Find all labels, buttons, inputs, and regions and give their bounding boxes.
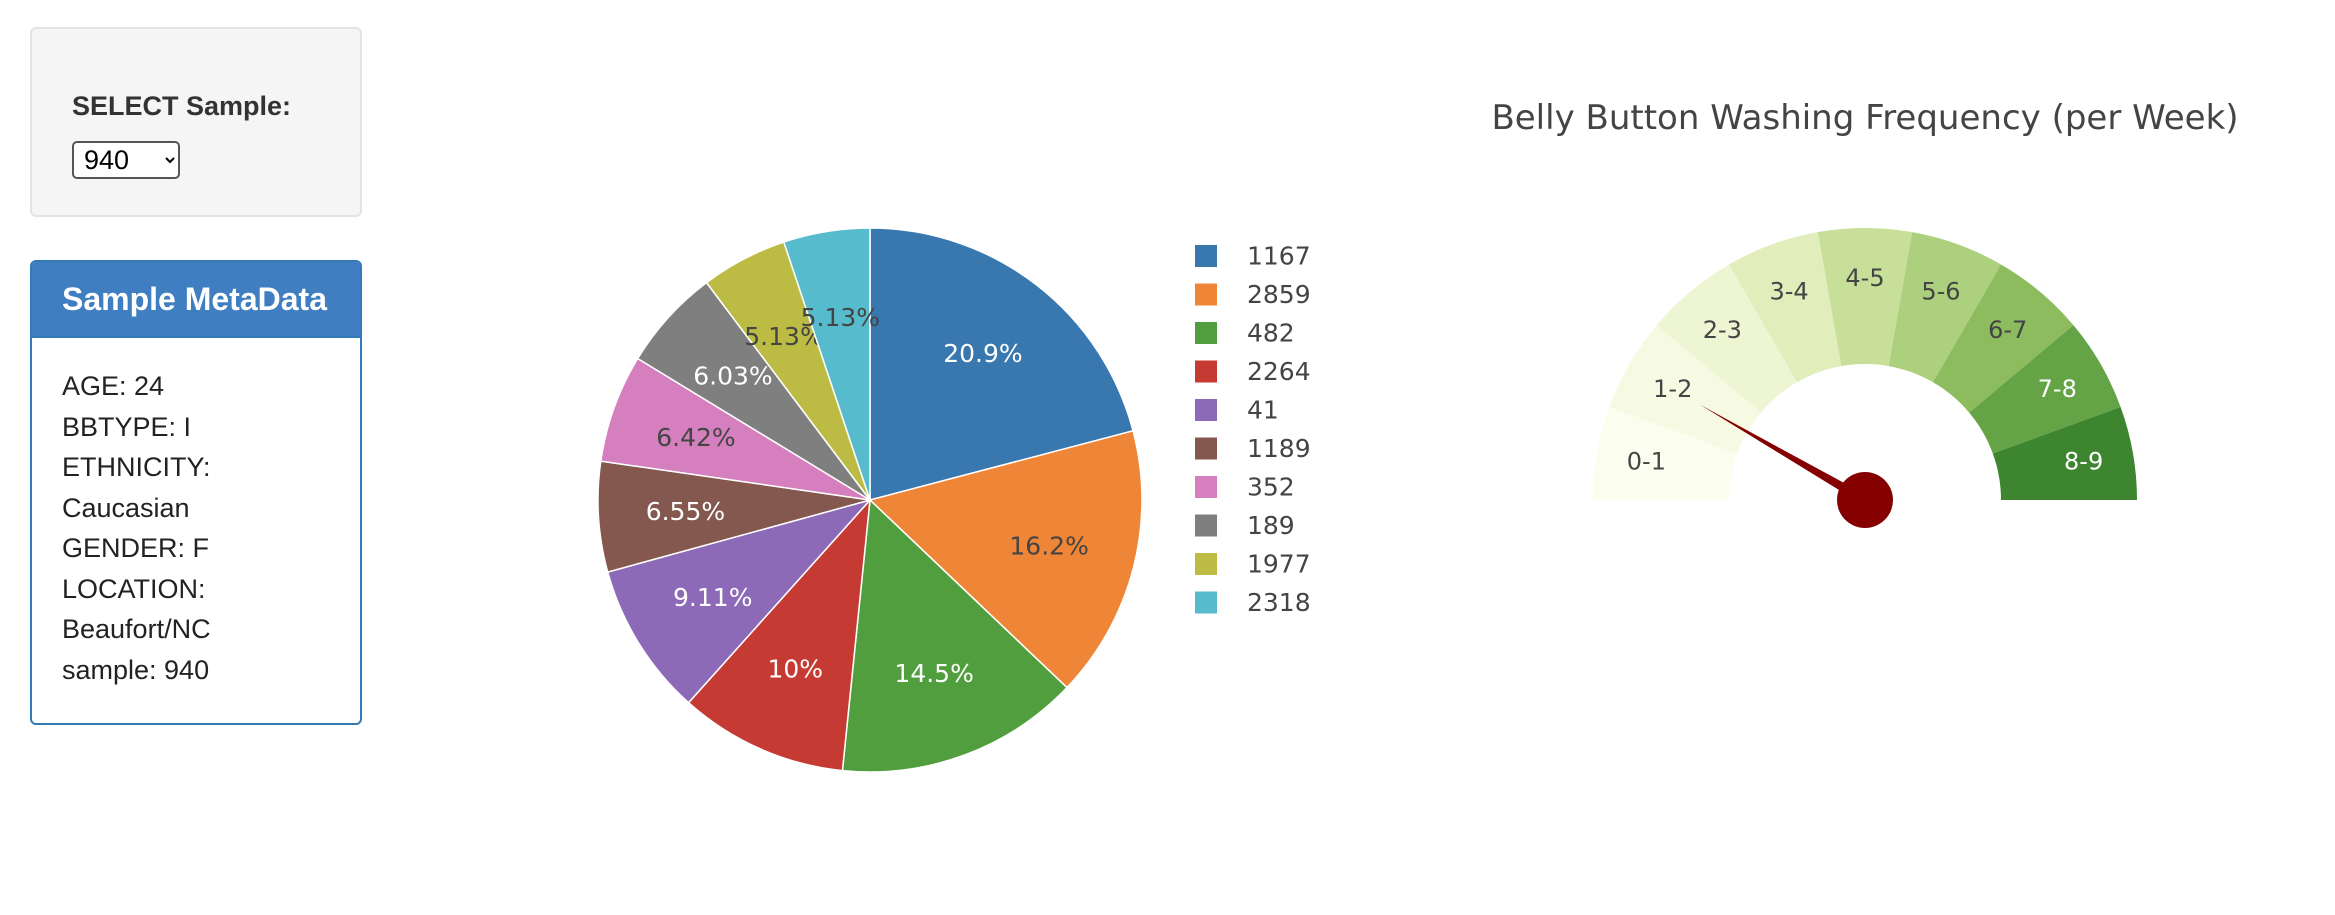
legend-item-189[interactable]: 189 [1247,511,1295,540]
pie-slice-2318[interactable] [782,227,871,501]
legend-swatch [1195,360,1217,383]
legend-swatch [1195,399,1217,421]
pie-slice-label: 5.13% [744,322,823,351]
metadata-line: ETHNICITY: [62,452,211,482]
metadata-line: sample: 940 [62,654,210,685]
legend-item-41[interactable]: 41 [1247,396,1279,425]
gauge-title: Belly Button Washing Frequency (per Week… [1491,98,2238,138]
legend-swatch [1195,591,1217,614]
metadata-line: LOCATION: [62,573,206,604]
legend-swatch [1195,322,1217,344]
gauge-segment-0-1[interactable] [1593,406,1738,500]
gauge-needle [1700,404,1868,505]
legend-item-2859[interactable]: 2859 [1247,280,1311,309]
select-sample-label: SELECT Sample: [72,91,292,121]
pie-slice-label: 10% [768,655,824,684]
legend-item-1189[interactable]: 1189 [1247,434,1311,463]
metadata-panel-body: AGE: 24 BBTYPE: I ETHNICITY: Caucasian G… [32,338,360,690]
legend-swatch [1195,476,1217,498]
pie-slice-2264[interactable] [687,497,871,772]
gauge-segment-label: 1-2 [1653,375,1692,403]
gauge-segment-label: 7-8 [2038,375,2077,403]
gauge-segment-7-8[interactable] [1969,325,2121,454]
pie-slice-label: 20.9% [943,339,1022,368]
legend-item-482[interactable]: 482 [1247,319,1295,348]
pie-chart: 20.9% 16.2% 14.5% 10% 9.11% 6.55% 6.42% 6.03% 5.… [597,227,1311,773]
legend-swatch [1195,553,1217,575]
gauge-segment-label: 4-5 [1845,264,1884,292]
pie-slice-2859[interactable] [868,429,1143,689]
metadata-line: BBTYPE: I [62,411,192,442]
pie-slice-label: 6.03% [693,361,772,390]
legend-swatch [1195,514,1217,537]
gauge-segment-label: 8-9 [2064,447,2103,475]
gauge-segment-label: 3-4 [1769,277,1808,305]
pie-slice-label: 6.55% [646,497,725,526]
pie-slice-label: 6.42% [656,423,735,452]
legend-swatch [1195,245,1217,267]
sample-metadata-panel: Sample MetaData AGE: 24 BBTYPE: I ETHNIC… [30,260,362,725]
metadata-panel-heading: Sample MetaData [32,262,360,338]
metadata-line: Caucasian [62,492,190,523]
gauge-needle-hub [1837,472,1893,528]
gauge-segment-8-9[interactable] [1992,406,2137,500]
legend-item-352[interactable]: 352 [1247,473,1295,502]
metadata-line: Beaufort/NC [62,614,211,644]
legend-swatch [1195,283,1217,306]
sample-select-dropdown[interactable]: 940 [72,141,180,179]
legend-item-2264[interactable]: 2264 [1247,357,1311,386]
pie-slice-label: 16.2% [1009,532,1088,561]
gauge-segment-2-3[interactable] [1656,264,1797,413]
legend-item-1977[interactable]: 1977 [1247,550,1311,579]
gauge-segment-5-6[interactable] [1888,232,2001,383]
pie-slice-41[interactable] [606,498,873,704]
sample-select-well: SELECT Sample: 940 [30,27,362,217]
legend-item-1167[interactable]: 1167 [1247,242,1311,271]
gauge-segment-3-4[interactable] [1729,232,1842,383]
pie-slice-label: 9.11% [673,583,752,612]
legend-swatch [1195,437,1217,460]
gauge-segment-label: 0-1 [1627,447,1666,475]
pie-slice-label: 14.5% [894,659,973,688]
metadata-line: GENDER: F [62,533,210,563]
gauge-segment-label: 5-6 [1921,277,1960,305]
gauge-segment-6-7[interactable] [1933,264,2074,413]
pie-slice-1189[interactable] [597,460,871,574]
gauge-segment-4-5[interactable] [1817,228,1913,367]
legend-item-2318[interactable]: 2318 [1247,588,1311,617]
gauge-segment-label: 2-3 [1703,316,1742,344]
pie-slice-label: 5.13% [801,303,880,332]
metadata-line: AGE: 24 [62,371,165,401]
gauge-segment-1-2[interactable] [1609,325,1761,454]
gauge-segment-label: 6-7 [1988,316,2027,344]
pie-slice-482[interactable] [841,498,1069,773]
pie-slice-1167[interactable] [869,227,1134,501]
